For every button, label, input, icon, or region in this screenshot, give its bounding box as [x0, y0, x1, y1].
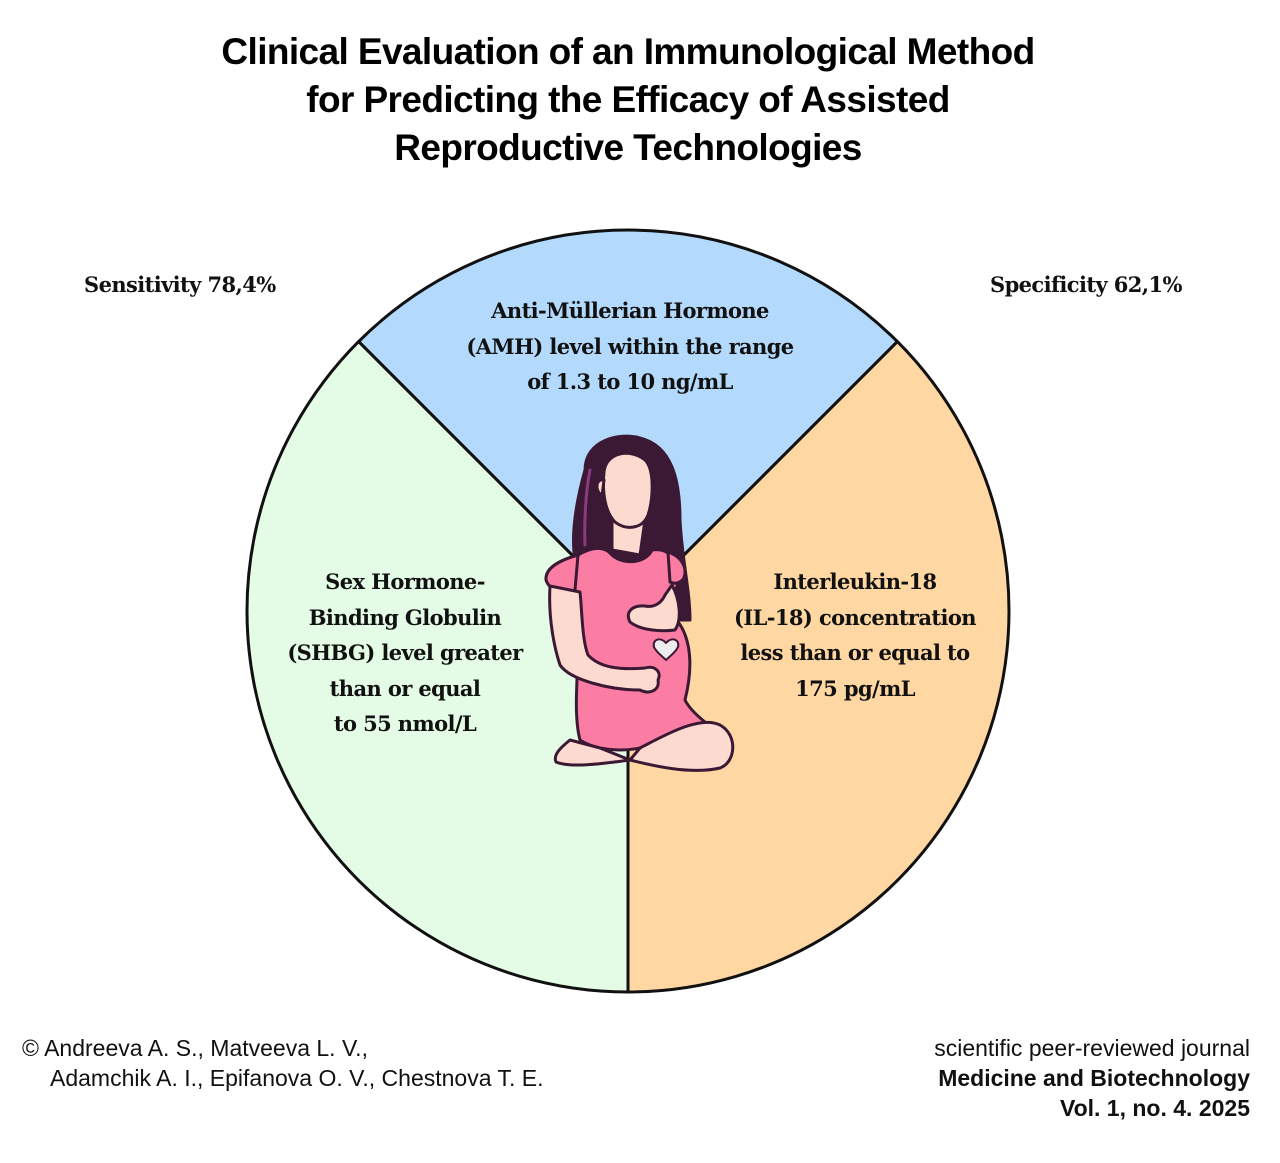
segment-il18: [626, 340, 1011, 994]
journal-info: scientific peer-reviewed journal Medicin…: [934, 1033, 1250, 1123]
shbg-line-4: than or equal: [329, 675, 481, 701]
title-line-2: for Predicting the Efficacy of Assisted: [306, 79, 950, 120]
amh-line-2: (AMH) level within the range: [466, 333, 794, 359]
diagram-title: Clinical Evaluation of an Immunological …: [0, 28, 1256, 172]
journal-name: Medicine and Biotechnology: [938, 1065, 1250, 1091]
segment-shbg: [245, 340, 630, 994]
sensitivity-label: Sensitivity 78,4%: [84, 272, 276, 297]
pregnant-woman-icon: [544, 434, 735, 772]
authors-line-2: Adamchik A. I., Epifanova O. V., Chestno…: [50, 1065, 544, 1091]
segment-shbg-label: Sex Hormone- Binding Globulin (SHBG) lev…: [255, 564, 555, 742]
segment-il18-label: Interleukin-18 (IL-18) concentration les…: [705, 564, 1005, 706]
il18-line-2: (IL-18) concentration: [734, 604, 977, 630]
segment-amh: [357, 228, 899, 613]
il18-line-1: Interleukin-18: [773, 569, 937, 594]
authors-line-1: © Andreeva A. S., Matveeva L. V.,: [22, 1035, 368, 1061]
specificity-label: Specificity 62,1%: [990, 272, 1182, 297]
shbg-line-1: Sex Hormone-: [325, 569, 485, 594]
il18-line-3: less than or equal to: [740, 640, 970, 665]
heart-icon: [652, 638, 680, 661]
amh-line-3: of 1.3 to 10 ng/mL: [527, 369, 733, 394]
title-line-3: Reproductive Technologies: [394, 127, 862, 168]
shbg-line-2: Binding Globulin: [308, 604, 502, 630]
authors-credit: © Andreeva A. S., Matveeva L. V., Adamch…: [22, 1033, 544, 1093]
segment-amh-label: Anti-Müllerian Hormone (AMH) level withi…: [380, 293, 880, 400]
title-line-1: Clinical Evaluation of an Immunological …: [221, 31, 1035, 72]
journal-issue: Vol. 1, no. 4. 2025: [1059, 1095, 1250, 1121]
shbg-line-3: (SHBG) level greater: [287, 640, 523, 665]
journal-type: scientific peer-reviewed journal: [934, 1035, 1250, 1061]
amh-line-1: Anti-Müllerian Hormone: [491, 298, 769, 323]
il18-line-4: 175 pg/mL: [795, 675, 915, 701]
shbg-line-5: to 55 nmol/L: [333, 711, 477, 736]
